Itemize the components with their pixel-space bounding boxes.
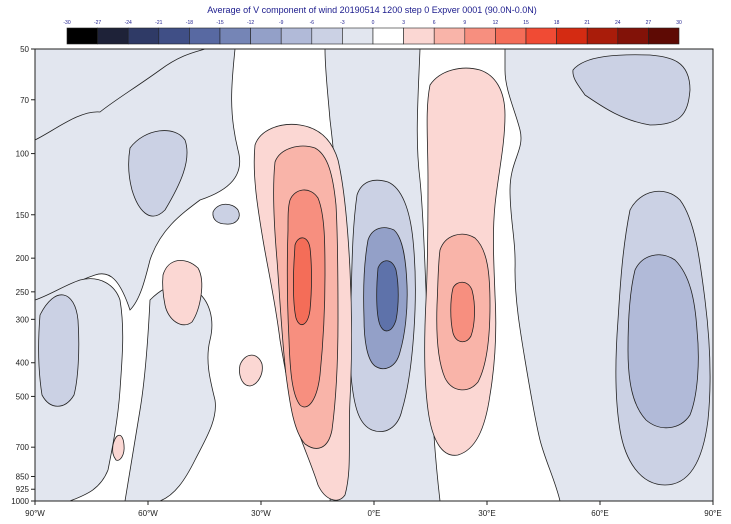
colorbar-level-label: 30: [676, 20, 682, 26]
colorbar-swatch: [403, 27, 435, 45]
colorbar-swatch: [433, 27, 466, 45]
contour-neg-mid-west-lower: [38, 294, 80, 407]
contour-neg-light-midwest: [124, 284, 216, 501]
contour-neg-mid-northeast: [572, 54, 691, 126]
colorbar-level-label: -30: [63, 20, 70, 26]
x-tick-label: 60°E: [591, 509, 608, 518]
y-tick-label: 100: [16, 150, 30, 159]
contour-neg-strong-east: [627, 254, 699, 429]
colorbar-swatch: [464, 27, 496, 45]
colorbar-level-label: -12: [247, 20, 254, 26]
x-axis: 90°W 60°W 30°W 0°E 30°E 60°E 90°E: [25, 501, 722, 518]
colorbar-swatch: [556, 27, 588, 45]
colorbar-level-label: -6: [310, 20, 315, 26]
colorbar-swatch: [219, 27, 251, 45]
y-tick-label: 150: [16, 211, 30, 220]
x-tick-label: 0°E: [368, 509, 381, 518]
colorbar: -30 -27 -24 -21 -18 -15 -12 -9 -6 -3 0 3 6 9 12 15 18 21 2…: [63, 20, 682, 45]
colorbar-level-label: -18: [186, 20, 193, 26]
contour-pos-light-small-b: [239, 354, 263, 387]
colorbar-level-label: 27: [646, 20, 652, 26]
contour-neg-mid-west-small: [212, 203, 240, 225]
y-axis: 50 70 100 150 200 250 300 400 500 700 850 925 1000: [11, 45, 35, 506]
colorbar-swatch: [189, 27, 221, 45]
colorbar-level-label: 9: [463, 20, 466, 26]
colorbar-swatch: [617, 27, 649, 45]
x-tick-label: 30°W: [251, 509, 271, 518]
plot-area: [35, 49, 713, 501]
x-tick-label: 90°W: [25, 509, 45, 518]
y-tick-label: 250: [16, 288, 30, 297]
contour-pos-light-small-a: [162, 260, 203, 326]
colorbar-level-label: 0: [372, 20, 375, 26]
colorbar-level-label: -21: [155, 20, 162, 26]
colorbar-swatch: [311, 27, 343, 45]
colorbar-swatch: [250, 27, 282, 45]
colorbar-swatch: [66, 27, 98, 45]
colorbar-swatch: [280, 27, 313, 45]
x-tick-label: 60°W: [138, 509, 158, 518]
y-tick-label: 925: [16, 485, 30, 494]
contour-neg-mid-west-upper: [128, 130, 188, 217]
colorbar-level-label: 3: [402, 20, 405, 26]
y-tick-label: 50: [20, 45, 29, 54]
colorbar-level-label: -27: [94, 20, 101, 26]
x-tick-label: 30°E: [478, 509, 495, 518]
colorbar-swatch: [372, 27, 404, 45]
colorbar-swatch: [495, 27, 527, 45]
colorbar-level-label: -24: [125, 20, 132, 26]
y-tick-label: 700: [16, 443, 30, 452]
colorbar-level-label: -3: [340, 20, 345, 26]
colorbar-swatch: [648, 27, 680, 45]
colorbar-level-label: -15: [216, 20, 223, 26]
y-tick-label: 70: [20, 96, 29, 105]
contour-neg-strong-central-core: [376, 260, 399, 332]
y-tick-label: 1000: [11, 497, 29, 506]
chart-title: Average of V component of wind 20190514 …: [207, 5, 537, 15]
colorbar-level-label: 21: [584, 20, 590, 26]
contour-pos-core-west: [293, 237, 312, 326]
x-tick-label: 90°E: [704, 509, 721, 518]
y-tick-label: 850: [16, 472, 30, 481]
colorbar-level-label: 6: [433, 20, 436, 26]
colorbar-level-label: 18: [554, 20, 560, 26]
y-tick-label: 400: [16, 359, 30, 368]
colorbar-level-label: -9: [279, 20, 284, 26]
colorbar-swatch: [525, 27, 557, 45]
colorbar-swatch: [342, 27, 374, 45]
contour-pos-strong-east: [450, 281, 475, 343]
colorbar-level-label: 15: [523, 20, 529, 26]
colorbar-level-label: 12: [493, 20, 499, 26]
y-tick-label: 300: [16, 315, 30, 324]
y-tick-label: 500: [16, 392, 30, 401]
colorbar-swatch: [127, 27, 160, 45]
colorbar-level-label: 24: [615, 20, 621, 26]
colorbar-swatch: [158, 27, 190, 45]
y-tick-label: 200: [16, 254, 30, 263]
colorbar-swatch: [97, 27, 129, 45]
colorbar-swatch: [586, 27, 619, 45]
contour-pos-light-small-c: [112, 434, 125, 461]
